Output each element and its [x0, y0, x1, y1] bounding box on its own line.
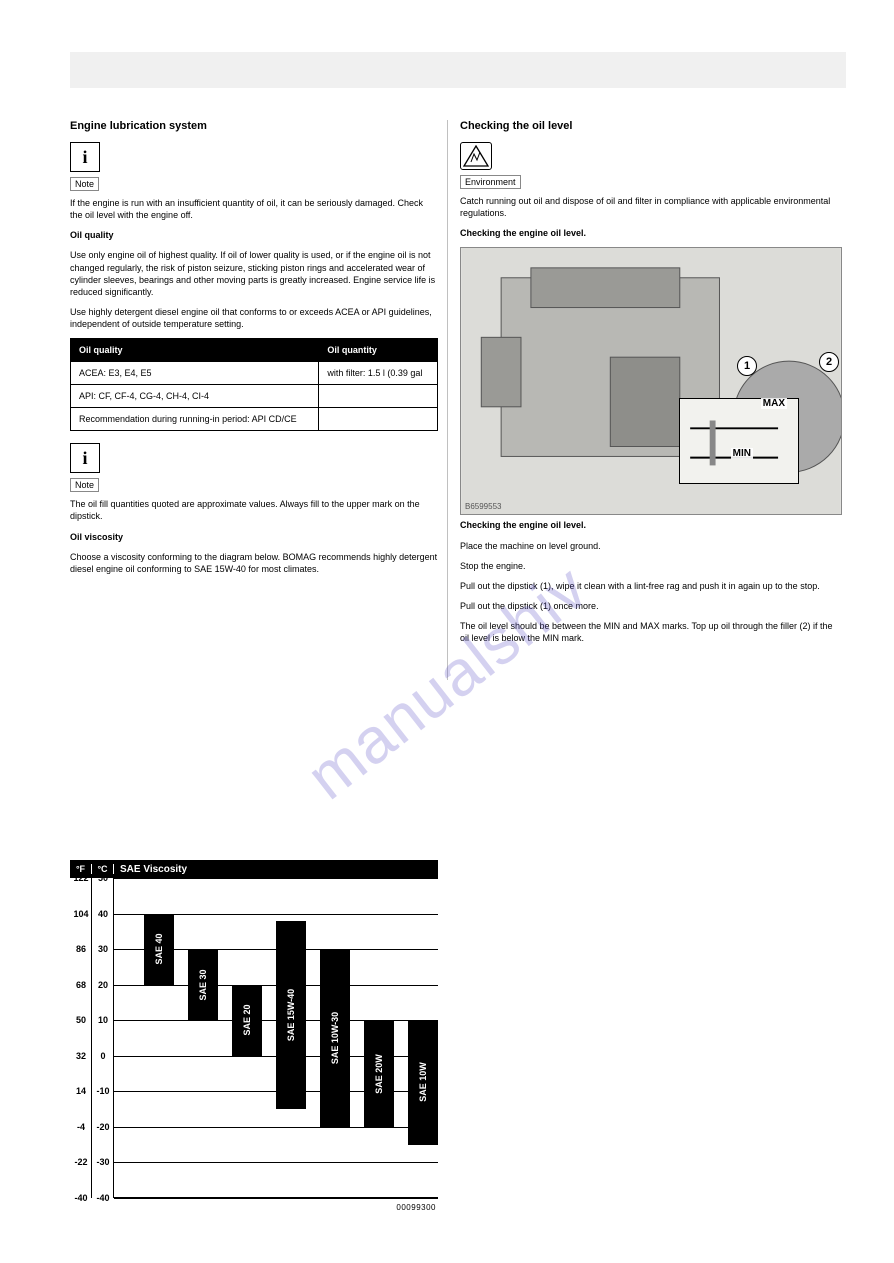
viscosity-para: Choose a viscosity conforming to the dia… [70, 551, 438, 575]
tick-c: -20 [92, 1122, 114, 1132]
chart-title: SAE Viscosity [114, 864, 187, 875]
environment-icon [460, 142, 492, 170]
tick-c: 0 [92, 1051, 114, 1061]
environment-label: Environment [460, 175, 521, 189]
right-column: Checking the oil level Environment Catch… [460, 120, 842, 652]
info-icon: i [70, 142, 100, 172]
tick-c: -40 [92, 1193, 114, 1203]
viscosity-chart: °F °C SAE Viscosity 1221048668503214-4-2… [70, 860, 438, 1220]
spec-col-header: Oil quantity [319, 339, 438, 362]
axis-fahrenheit: 1221048668503214-4-22-40 [70, 878, 92, 1198]
viscosity-bar: SAE 15W-40 [276, 921, 306, 1109]
tick-f: 68 [70, 980, 92, 990]
grid-line [114, 1162, 438, 1163]
tick-c: -30 [92, 1157, 114, 1167]
instruction: Pull out the dipstick (1) once more. [460, 600, 842, 612]
tick-c: -10 [92, 1086, 114, 1096]
tick-f: -22 [70, 1157, 92, 1167]
instruction: Pull out the dipstick (1), wipe it clean… [460, 580, 842, 592]
min-label: MIN [731, 448, 753, 459]
viscosity-heading: Oil viscosity [70, 531, 438, 543]
tick-c: 40 [92, 909, 114, 919]
tick-c: 10 [92, 1015, 114, 1025]
viscosity-bar: SAE 40 [144, 914, 174, 985]
note-label: Note [70, 478, 99, 492]
dipstick-inset [679, 398, 799, 484]
spec-table: Oil quality Oil quantity ACEA: E3, E4, E… [70, 338, 438, 431]
instruction: Stop the engine. [460, 560, 842, 572]
grid-line [114, 1198, 438, 1199]
table-row: ACEA: E3, E4, E5 with filter: 1.5 l (0.3… [71, 362, 438, 385]
page: { "section_heading": "Engine lubrication… [0, 0, 894, 1263]
tick-f: 14 [70, 1086, 92, 1096]
step-heading: Checking the engine oil level. [460, 227, 842, 239]
tick-f: 122 [70, 873, 92, 883]
tick-f: 50 [70, 1015, 92, 1025]
header-banner [70, 52, 846, 88]
tick-c: 50 [92, 873, 114, 883]
column-divider [447, 120, 448, 680]
viscosity-bar: SAE 20 [232, 985, 262, 1056]
tick-c: 30 [92, 944, 114, 954]
tick-f: -4 [70, 1122, 92, 1132]
chart-plot: SAE 40 SAE 30 SAE 20 SAE 15W-40 SAE 10W-30 SA… [114, 878, 438, 1198]
spec-col-header: Oil quality [71, 339, 319, 362]
grid-line [114, 878, 438, 879]
quality-para-2: Use highly detergent diesel engine oil t… [70, 306, 438, 330]
grid-line [114, 1127, 438, 1128]
engine-figure: 1 2 MAX MIN B6599553 [460, 247, 842, 515]
note-label: Note [70, 177, 99, 191]
tick-c: 20 [92, 980, 114, 990]
chart-title-bar: °F °C SAE Viscosity [70, 860, 438, 878]
right-heading: Checking the oil level [460, 120, 842, 132]
quality-para-1: Use only engine oil of highest quality. … [70, 249, 438, 298]
table-row: API: CF, CF-4, CG-4, CH-4, CI-4 [71, 385, 438, 408]
environment-body: Catch running out oil and dispose of oil… [460, 195, 842, 219]
quality-heading: Oil quality [70, 229, 438, 241]
figure-caption: Checking the engine oil level. [460, 519, 842, 531]
note2-body: The oil fill quantities quoted are appro… [70, 498, 438, 522]
tick-f: 104 [70, 909, 92, 919]
table-row: Recommendation during running-in period:… [71, 408, 438, 431]
left-column: Engine lubrication system i Note If the … [70, 120, 438, 583]
tick-f: 86 [70, 944, 92, 954]
tick-f: -40 [70, 1193, 92, 1203]
chart-image-code: 00099300 [396, 1203, 436, 1212]
note-body: If the engine is run with an insufficien… [70, 197, 438, 221]
max-label: MAX [761, 398, 787, 409]
instruction: The oil level should be between the MIN … [460, 620, 842, 644]
viscosity-bar: SAE 30 [188, 949, 218, 1020]
info-icon: i [70, 443, 100, 473]
section-heading: Engine lubrication system [70, 120, 438, 132]
tick-f: 32 [70, 1051, 92, 1061]
instruction: Place the machine on level ground. [460, 540, 842, 552]
chart-body: 1221048668503214-4-22-40 50403020100-10-… [70, 878, 438, 1198]
viscosity-bar: SAE 10W [408, 1020, 438, 1144]
viscosity-bar: SAE 20W [364, 1020, 394, 1127]
figure-code: B6599553 [465, 502, 501, 511]
axis-celsius: 50403020100-10-20-30-40 [92, 878, 114, 1198]
viscosity-bar: SAE 10W-30 [320, 949, 350, 1127]
